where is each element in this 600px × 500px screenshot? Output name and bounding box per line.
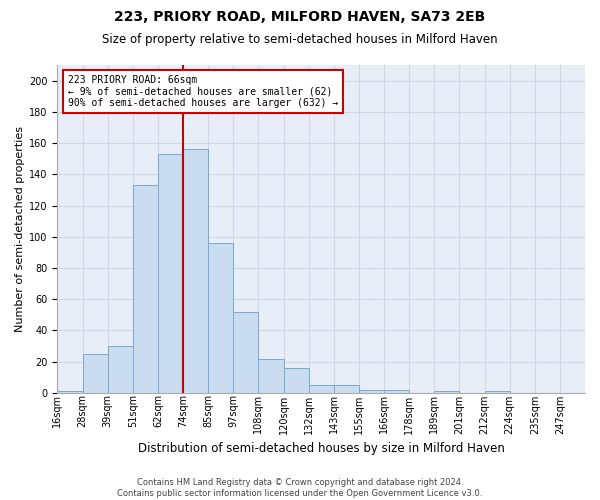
Bar <box>133 185 158 393</box>
Bar <box>183 150 208 393</box>
Text: 223, PRIORY ROAD, MILFORD HAVEN, SA73 2EB: 223, PRIORY ROAD, MILFORD HAVEN, SA73 2E… <box>115 10 485 24</box>
Bar <box>284 368 308 393</box>
Bar <box>485 392 509 393</box>
Bar <box>83 354 107 393</box>
Bar <box>384 390 409 393</box>
Bar <box>58 392 83 393</box>
X-axis label: Distribution of semi-detached houses by size in Milford Haven: Distribution of semi-detached houses by … <box>138 442 505 455</box>
Bar <box>259 358 284 393</box>
Text: 223 PRIORY ROAD: 66sqm
← 9% of semi-detached houses are smaller (62)
90% of semi: 223 PRIORY ROAD: 66sqm ← 9% of semi-deta… <box>68 75 338 108</box>
Bar <box>334 385 359 393</box>
Bar <box>208 243 233 393</box>
Bar <box>359 390 384 393</box>
Text: Size of property relative to semi-detached houses in Milford Haven: Size of property relative to semi-detach… <box>102 32 498 46</box>
Bar <box>434 392 460 393</box>
Text: Contains HM Land Registry data © Crown copyright and database right 2024.
Contai: Contains HM Land Registry data © Crown c… <box>118 478 482 498</box>
Bar <box>308 385 334 393</box>
Bar <box>158 154 183 393</box>
Bar <box>107 346 133 393</box>
Y-axis label: Number of semi-detached properties: Number of semi-detached properties <box>15 126 25 332</box>
Bar <box>233 312 259 393</box>
